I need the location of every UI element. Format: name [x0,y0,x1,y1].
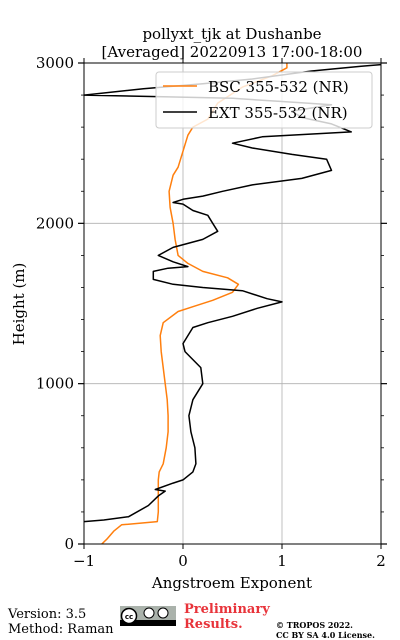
plot-frame [83,62,382,545]
grid-lines [84,63,381,544]
y-tick-label: 0 [64,535,74,553]
chart-title-line1: pollyxt_tjk at Dushanbe [142,25,321,43]
chart-title-line2: [Averaged] 20220913 17:00-18:00 [102,43,363,61]
x-tick-label: −1 [73,552,95,570]
y-tick-label: 3000 [36,54,74,72]
copyright-line2: CC BY SA 4.0 License. [276,630,375,640]
cc-by-sa-badge: cc [120,606,176,626]
x-tick-label: 2 [376,552,386,570]
copyright-notice: © TROPOS 2022. CC BY SA 4.0 License. [276,620,375,640]
svg-text:cc: cc [125,613,133,621]
preliminary-line2: Results. [184,617,243,632]
copyright-line1: © TROPOS 2022. [276,620,353,630]
version-text: Version: 3.5 [8,607,87,622]
y-axis-label: Height (m) [10,263,28,346]
legend-label-ext: EXT 355-532 (NR) [208,104,348,122]
x-tick-label: 0 [178,552,188,570]
preliminary-results-notice: Preliminary Results. [184,602,270,632]
y-tick-label: 1000 [36,375,74,393]
legend: BSC 355-532 (NR) EXT 355-532 (NR) [155,71,373,129]
legend-box [155,71,373,129]
legend-label-bsc: BSC 355-532 (NR) [208,78,349,96]
x-tick-label: 1 [277,552,287,570]
angstroem-profile-chart: pollyxt_tjk at Dushanbe [Averaged] 20220… [10,25,387,592]
series-layer [84,63,381,544]
x-axis-label: Angstroem Exponent [151,574,312,592]
method-text: Method: Raman [8,622,114,637]
series-line-bsc [101,63,288,544]
y-tick-label: 2000 [36,214,74,232]
chart-title: pollyxt_tjk at Dushanbe [Averaged] 20220… [102,25,363,61]
preliminary-line1: Preliminary [184,602,270,617]
